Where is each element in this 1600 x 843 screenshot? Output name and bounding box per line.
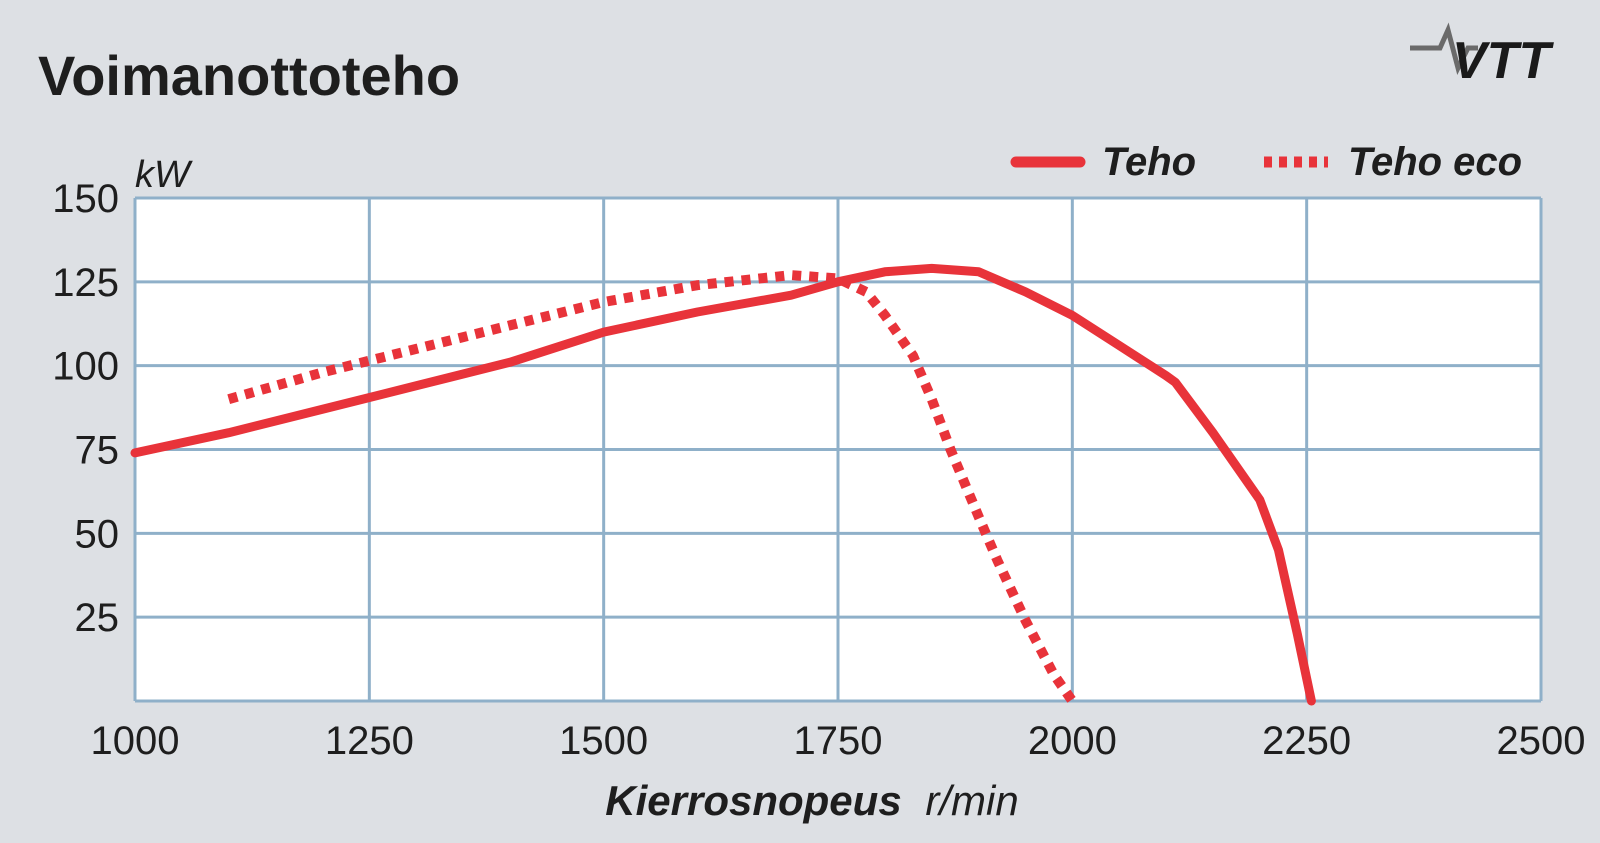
y-tick-label: 150	[52, 177, 119, 221]
series-teho-eco-line	[227, 270, 1077, 704]
grid	[133, 196, 1543, 703]
x-tick-label: 1750	[794, 719, 883, 763]
legend: Teho Teho eco	[1010, 140, 1522, 184]
x-tick-label: 2000	[1028, 719, 1117, 763]
y-tick-label: 100	[52, 345, 119, 389]
y-tick-label: 50	[75, 512, 120, 556]
x-tick-label: 1000	[91, 719, 180, 763]
logo-pulse-icon	[1410, 22, 1478, 76]
x-axis-label-main: Kierrosnopeus	[605, 777, 901, 824]
legend-label-teho: Teho	[1102, 140, 1196, 184]
legend-label-teho-eco: Teho eco	[1348, 140, 1522, 184]
x-ticks: 1000 1250 1500 1750 2000 2250 2500	[91, 719, 1586, 763]
x-tick-label: 2250	[1262, 719, 1351, 763]
x-tick-label: 1500	[559, 719, 648, 763]
y-tick-label: 25	[75, 596, 120, 640]
y-ticks: 25 50 75 100 125 150	[52, 177, 119, 640]
y-axis-label: kW	[135, 154, 193, 196]
vtt-logo: VTT	[1410, 22, 1554, 90]
x-axis-label-unit: r/min	[925, 777, 1018, 824]
chart-title: Voimanottoteho	[38, 44, 460, 107]
x-axis-label: Kierrosnopeus r/min	[605, 777, 1018, 824]
y-tick-label: 75	[75, 429, 120, 473]
series-teho-line	[130, 263, 1316, 706]
y-tick-label: 125	[52, 261, 119, 305]
series-layer	[130, 263, 1316, 706]
x-tick-label: 2500	[1497, 719, 1586, 763]
x-tick-label: 1250	[325, 719, 414, 763]
logo-text: VTT	[1452, 32, 1554, 90]
